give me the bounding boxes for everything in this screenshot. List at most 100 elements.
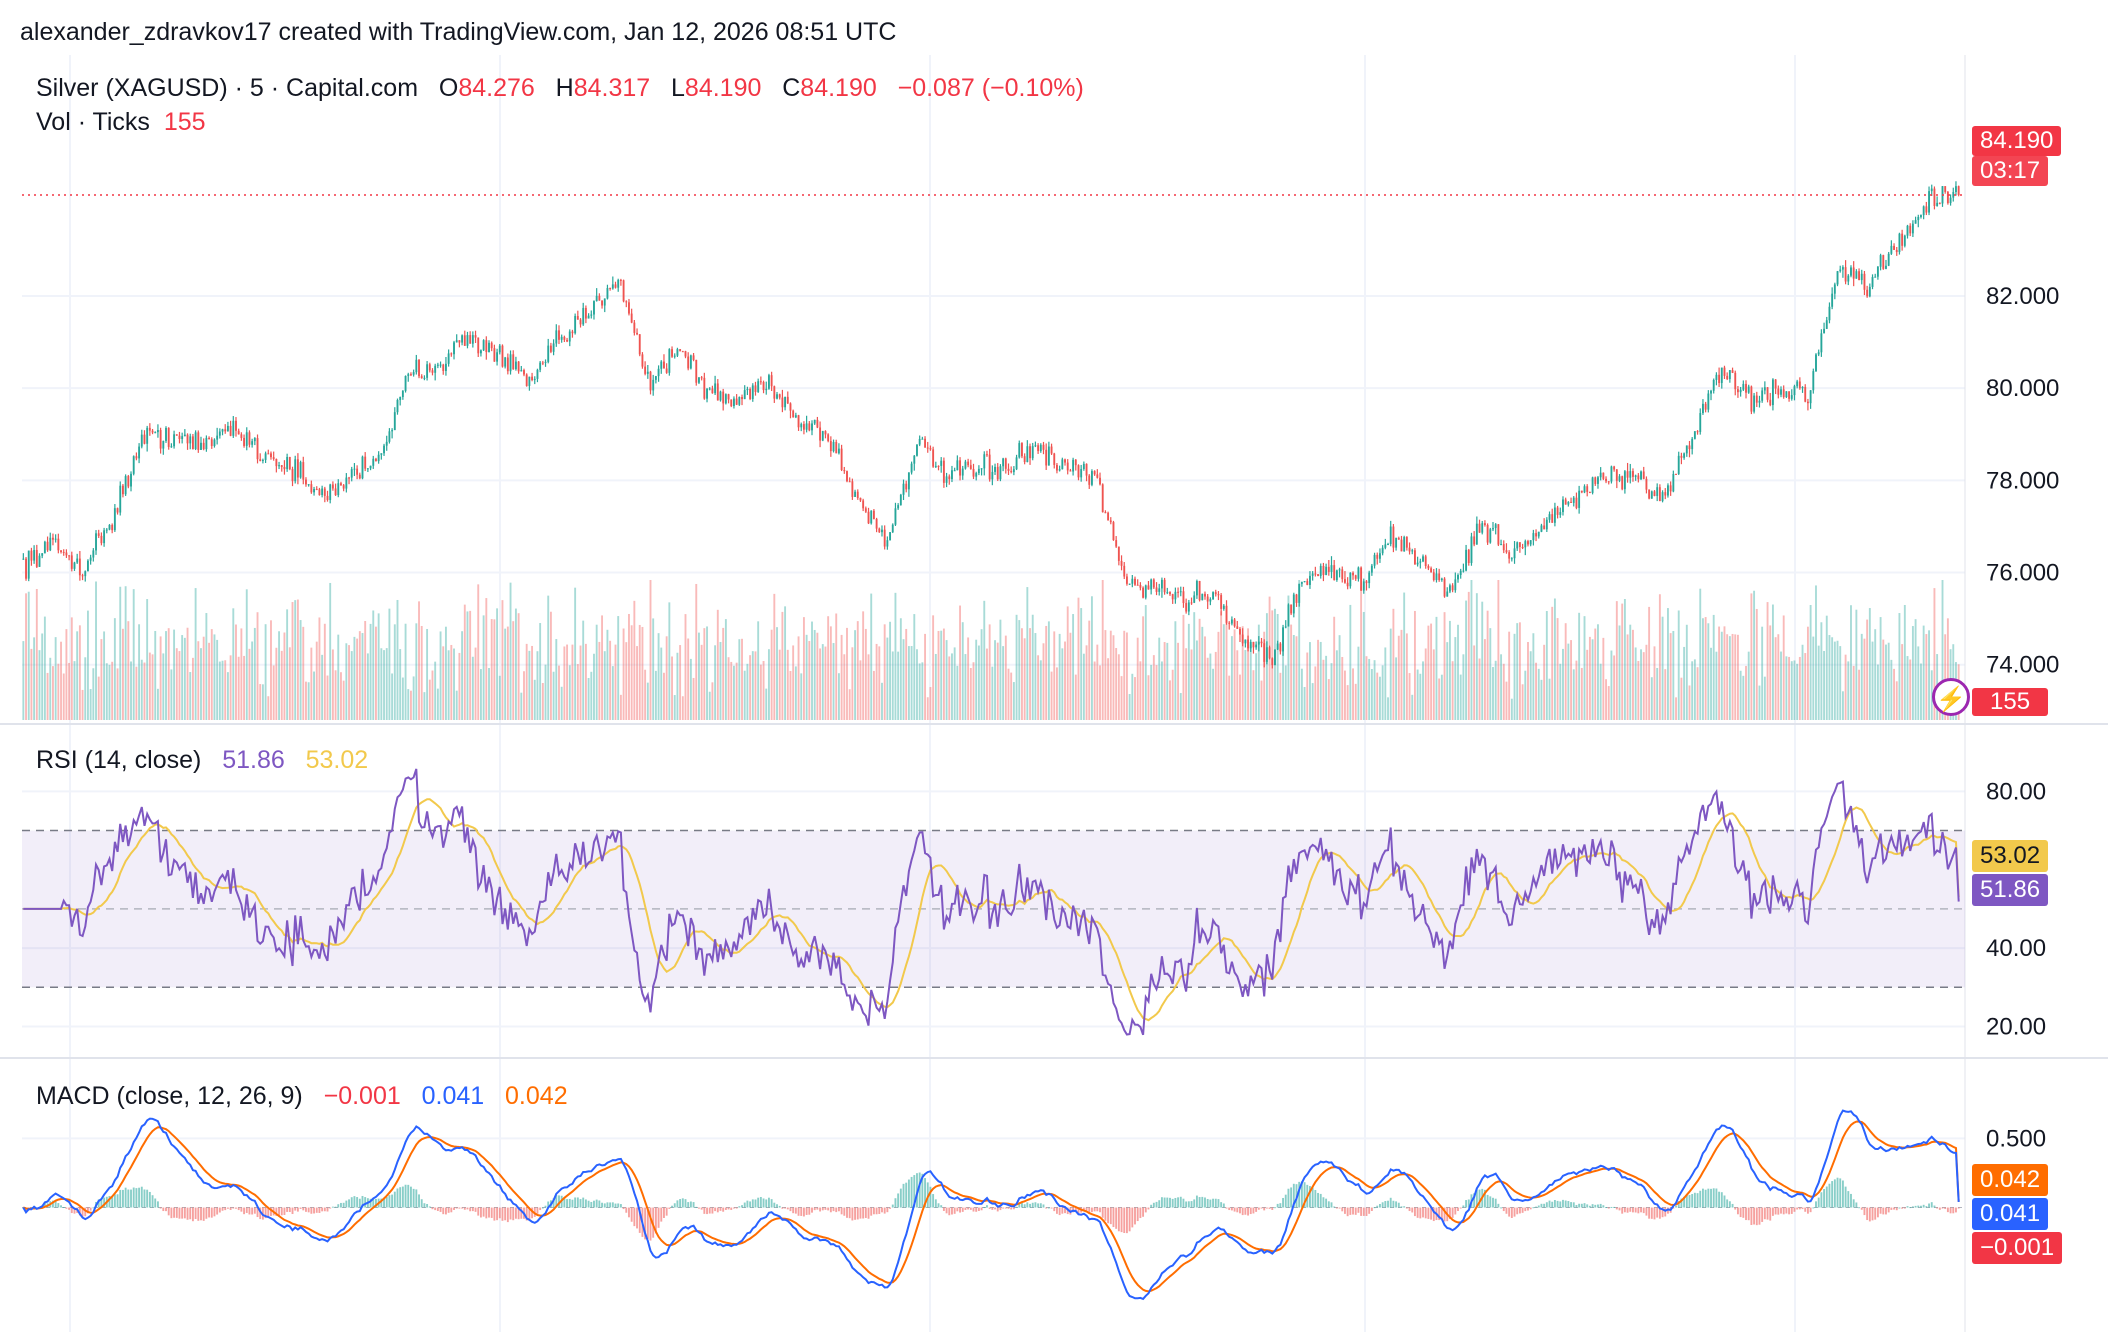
macd-histogram-bar (65, 1207, 68, 1209)
candle-body (1082, 463, 1085, 470)
macd-label[interactable]: MACD (close, 12, 26, 9) (36, 1082, 303, 1110)
macd-histogram-bar (130, 1189, 132, 1208)
volume-bar (1134, 677, 1136, 720)
volume-bar (111, 661, 114, 720)
macd-histogram-bar (1104, 1207, 1107, 1221)
macd-histogram-bar (1691, 1194, 1694, 1208)
volume-bar (210, 629, 213, 720)
volume-bar (1750, 593, 1753, 720)
candle-body (1492, 528, 1494, 530)
lightning-icon[interactable]: ⚡ (1932, 678, 1970, 716)
macd-histogram-bar (601, 1202, 603, 1208)
volume-bar (1107, 658, 1110, 720)
symbol-label[interactable]: Silver (XAGUSD) · 5 · Capital.com (36, 74, 419, 102)
volume-bar (517, 613, 520, 720)
candle-body (797, 415, 800, 428)
volume-bar (1820, 622, 1823, 720)
candle-body (1545, 519, 1548, 530)
rsi-label[interactable]: RSI (14, close) (36, 746, 202, 774)
macd-histogram-bar (749, 1201, 752, 1208)
volume-bar (1871, 641, 1874, 720)
volume-bar (926, 697, 929, 720)
candle-body (1029, 446, 1031, 459)
macd-histogram-bar (986, 1205, 988, 1208)
volume-bar (1327, 679, 1330, 720)
macd-histogram-bar (235, 1207, 237, 1209)
candle-body (735, 398, 738, 405)
macd-histogram-bar (727, 1207, 730, 1210)
volume-bar (835, 613, 838, 720)
candle-body (334, 488, 337, 496)
volume-bar (490, 619, 493, 720)
macd-histogram-bar (837, 1207, 840, 1212)
candle-body (531, 376, 534, 381)
candle-body (1292, 594, 1295, 614)
volume-bar (1933, 588, 1936, 720)
volume-bar (57, 663, 60, 720)
macd-histogram-bar (1850, 1193, 1852, 1208)
macd-histogram-bar (1198, 1197, 1201, 1208)
candle-body (283, 466, 286, 470)
candle-body (1852, 267, 1855, 279)
candle-body (875, 518, 878, 529)
macd-histogram-bar (794, 1207, 797, 1214)
volume-bar (1731, 633, 1734, 720)
candle-body (687, 356, 690, 369)
volume-bar (525, 643, 528, 720)
candle-body (1483, 523, 1486, 525)
candle-body (25, 558, 27, 579)
macd-histogram-bar (1053, 1207, 1056, 1212)
volume-bar (235, 624, 237, 720)
candle-body (1101, 484, 1104, 513)
macd-histogram-bar (1936, 1207, 1939, 1209)
macd-histogram-bar (1567, 1200, 1570, 1208)
volume-bar (286, 609, 289, 720)
candle-body (864, 508, 867, 512)
macd-histogram-bar (331, 1206, 334, 1208)
macd-histogram-bar (800, 1207, 803, 1216)
macd-histogram-bar (531, 1207, 534, 1219)
macd-histogram-bar (1955, 1207, 1957, 1213)
volume-bar (377, 613, 380, 720)
candle-body (310, 484, 313, 493)
candle-body (883, 529, 886, 547)
candle-body (479, 350, 482, 354)
volume-bar (1545, 611, 1548, 720)
candle-body (1793, 386, 1796, 396)
volume-bar (151, 654, 154, 720)
volume-bar (571, 644, 574, 720)
volume-bar (735, 662, 738, 720)
volume-bar (994, 640, 996, 720)
volume-bar (1104, 630, 1107, 720)
candle-body (1220, 595, 1223, 609)
volume-bar (1384, 647, 1387, 720)
candle-body (1379, 553, 1381, 559)
volume-bar (964, 654, 967, 720)
candle-body (210, 439, 213, 446)
volume-bar (886, 637, 889, 720)
candle-body (641, 354, 644, 367)
candle-body (972, 468, 975, 477)
candle-body (1360, 567, 1363, 591)
volume-bar (108, 664, 111, 720)
volume-bar (237, 656, 240, 720)
volume-bar (426, 628, 429, 720)
volume-label[interactable]: Vol · Ticks (36, 108, 150, 136)
macd-histogram-bar (843, 1207, 846, 1216)
candle-body (988, 454, 991, 480)
candle-body (1295, 594, 1298, 603)
candle-body (1134, 578, 1136, 585)
volume-bar (1432, 649, 1435, 720)
candle-body (124, 476, 127, 495)
macd-histogram-bar (1185, 1201, 1188, 1208)
candle-body (918, 438, 921, 445)
macd-histogram-bar (975, 1207, 978, 1212)
macd-histogram-bar (372, 1198, 375, 1208)
candle-body (1817, 352, 1820, 355)
volume-bar (910, 646, 913, 720)
candle-body (1255, 644, 1258, 648)
volume-bar (689, 658, 692, 720)
macd-histogram-bar (159, 1207, 162, 1209)
volume-bar (587, 677, 590, 720)
